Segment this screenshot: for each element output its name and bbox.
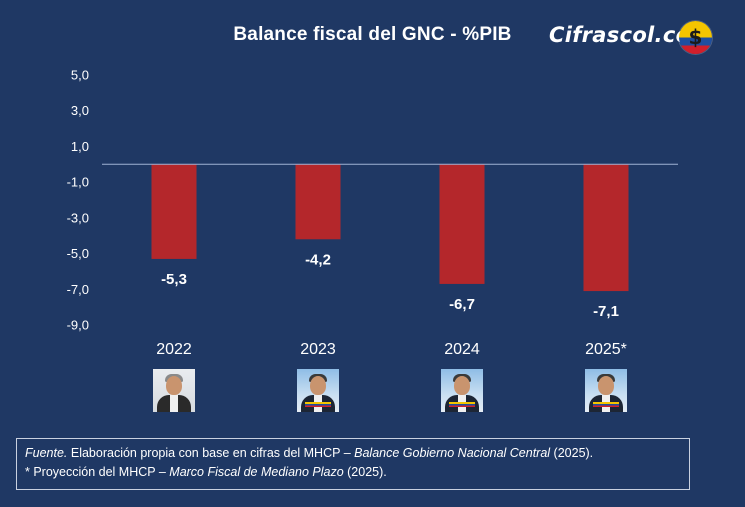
x-tick-label: 2025* (585, 341, 627, 358)
bar-2024 (439, 164, 485, 284)
data-label: -4,2 (305, 251, 331, 268)
portrait-head (166, 376, 182, 395)
portrait-shirt (170, 395, 178, 412)
data-label: -7,1 (593, 303, 619, 320)
bar-2022 (151, 164, 197, 259)
portrait-head (598, 376, 614, 395)
x-axis: 2022 2023 2024 2025* (156, 341, 627, 358)
source-line-1: Fuente. Elaboración propia con base en c… (25, 444, 681, 463)
portrait-head (454, 376, 470, 395)
bar-chart: 5,0 3,0 1,0 -1,0 -3,0 -5,0 -7,0 -9,0 -5,3 -4,2 -6… (67, 68, 678, 358)
president-portrait-icon (585, 369, 627, 412)
y-tick-label: 3,0 (71, 103, 89, 118)
x-tick-label: 2022 (156, 341, 192, 358)
bar-2025* (583, 164, 629, 292)
bar-2023 (295, 164, 341, 240)
source-document: Balance Gobierno Nacional Central (354, 446, 551, 460)
president-portrait-icon (441, 369, 483, 412)
portrait-head (310, 376, 326, 395)
data-label: -5,3 (161, 271, 187, 288)
y-tick-label: 5,0 (71, 68, 89, 83)
president-portrait-icon (297, 369, 339, 412)
chart-title: Balance fiscal del GNC - %PIB (233, 24, 512, 45)
presidential-sash (449, 402, 475, 407)
source-note: Fuente. Elaboración propia con base en c… (16, 438, 690, 490)
y-tick-label: -3,0 (67, 210, 89, 225)
presidential-sash (593, 402, 619, 407)
y-tick-label: -1,0 (67, 175, 89, 190)
source-line-2: * Proyección del MHCP – Marco Fiscal de … (25, 463, 681, 482)
colombia-coin-icon: $ (679, 21, 712, 54)
projection-text: * Proyección del MHCP – (25, 465, 170, 479)
projection-year: (2025). (343, 465, 387, 479)
source-label: Fuente. (25, 446, 68, 460)
y-tick-label: 1,0 (71, 139, 89, 154)
bars (151, 164, 629, 292)
y-axis: 5,0 3,0 1,0 -1,0 -3,0 -5,0 -7,0 -9,0 (67, 68, 89, 333)
data-label: -6,7 (449, 296, 475, 313)
source-year: (2025). (550, 446, 594, 460)
x-tick-label: 2023 (300, 341, 336, 358)
projection-document: Marco Fiscal de Mediano Plazo (169, 465, 344, 479)
y-tick-label: -7,0 (67, 282, 89, 297)
presidential-sash (305, 402, 331, 407)
x-tick-label: 2024 (444, 341, 480, 358)
dollar-sign-icon: $ (688, 25, 703, 49)
source-text: Elaboración propia con base en cifras de… (67, 446, 355, 460)
president-portrait-icon (153, 369, 195, 412)
y-tick-label: -9,0 (67, 318, 89, 333)
y-tick-label: -5,0 (67, 246, 89, 261)
data-labels: -5,3 -4,2 -6,7 -7,1 (161, 251, 619, 320)
